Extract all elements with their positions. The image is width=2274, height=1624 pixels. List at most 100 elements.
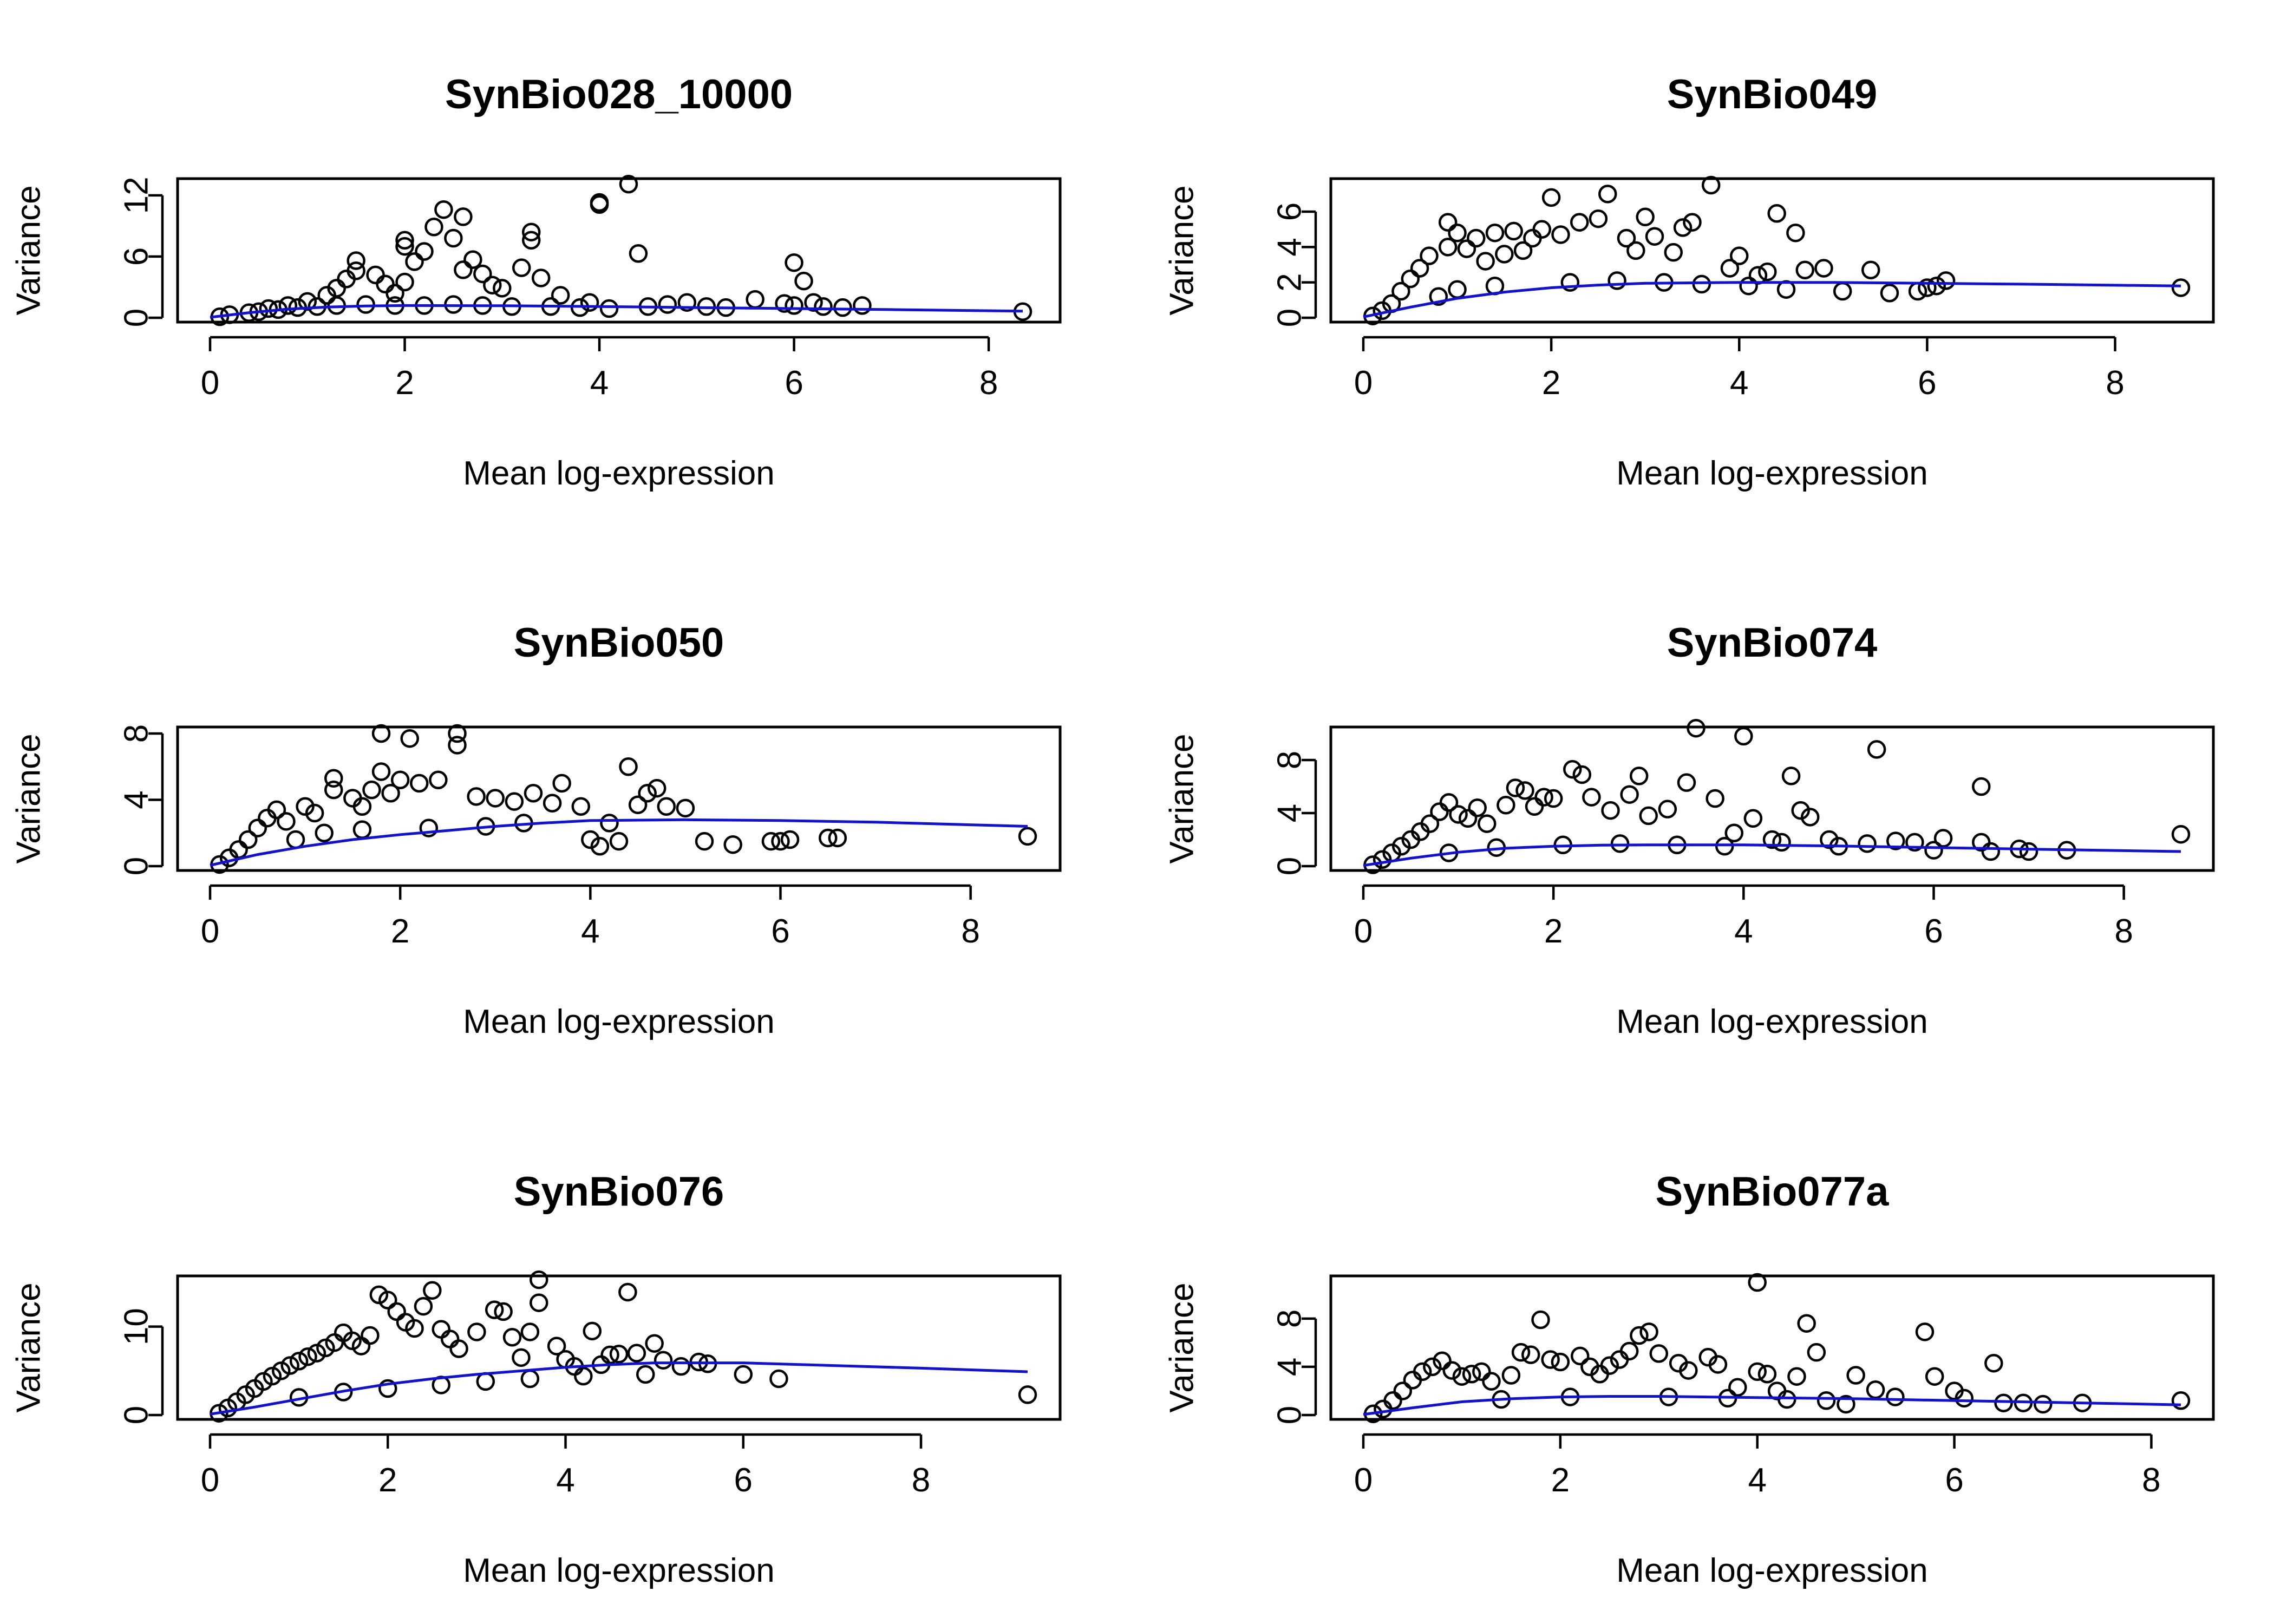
y-tick-label: 0 [1271,857,1309,875]
data-point [415,242,434,261]
data-point [520,1322,540,1341]
data-point [629,244,648,263]
data-point [347,251,365,270]
data-point [1781,767,1801,785]
data-point [1449,805,1468,824]
data-point [473,264,492,284]
x-tick-label: 4 [556,1462,574,1499]
data-point [1687,718,1706,738]
data-point [352,820,372,839]
x-tick-label: 8 [979,364,998,402]
data-point [1617,228,1636,248]
y-axis-label: Variance [1164,734,1201,863]
data-point [1439,793,1459,812]
data-point [581,830,600,849]
data-point [395,272,414,292]
data-point [1984,1353,2003,1373]
data-point [1373,850,1392,869]
x-tick-label: 2 [1544,913,1563,950]
data-point [1630,1326,1649,1345]
data-point [1420,814,1440,833]
y-axis-label: Variance [10,185,48,315]
data-point [1476,252,1495,271]
data-point [1504,221,1523,241]
data-point [723,835,742,854]
data-point [628,795,648,814]
chart-panel-4: SynBio076 0 2 4 6 8 Mean log-expression 0 10 Vari… [10,1169,1062,1589]
chart-panel-3: SynBio074 0 2 4 6 8 Mean log-expression 0 4 8 Vari… [1164,620,2215,1040]
y-tick-label: 0 [118,1406,155,1424]
data-point [1626,241,1645,260]
data-point [814,297,833,316]
data-point [1018,1385,1037,1404]
data-point [794,271,813,291]
data-point [296,797,315,816]
data-point [1924,841,1943,860]
data-point [324,780,343,800]
data-point [1767,204,1786,223]
chart-title: SynBio077a [1656,1169,1890,1215]
y-tick-label: 8 [1271,751,1309,769]
y-tick-label: 6 [1271,202,1309,221]
data-point [600,814,619,833]
x-tick-label: 8 [961,913,979,950]
x-tick-label: 2 [1542,364,1560,402]
data-point [1730,246,1749,265]
data-point [440,1330,460,1348]
data-point [2171,278,2191,297]
chart-title: SynBio074 [1667,620,1878,666]
data-point [1748,1273,1767,1292]
data-point [1506,778,1525,797]
chart-title: SynBio050 [514,620,724,666]
data-point [505,792,524,811]
data-point [378,1379,397,1398]
data-point [1582,788,1601,807]
y-axis-label: Variance [1164,185,1201,315]
data-point [378,1291,397,1309]
data-point [1563,759,1582,779]
data-point [1572,765,1592,784]
data-point [645,1334,664,1353]
data-point [1679,1361,1698,1380]
x-tick-label: 8 [2106,364,2124,402]
data-point [1598,185,1617,204]
data-point [1708,1355,1728,1374]
data-point [761,831,781,851]
y-tick-label: 4 [1271,1358,1309,1376]
data-point [521,231,541,250]
trend-line [1363,281,2181,318]
x-tick-label: 0 [1354,1462,1373,1499]
trend-line [1363,843,2181,867]
data-point [785,253,803,272]
data-point [590,193,609,212]
data-point [1772,833,1791,852]
data-point [618,1282,637,1302]
x-tick-label: 8 [2142,1462,2160,1499]
x-tick-label: 4 [581,913,599,950]
chart-panel-5: SynBio077a 0 2 4 6 8 Mean log-expression 0 4 8 Var… [1164,1169,2215,1589]
data-point [1677,773,1696,792]
x-axis-label: Mean log-expression [1616,455,1928,492]
data-point [780,830,800,849]
data-point [1534,788,1553,807]
data-point [1972,777,1991,796]
data-point [387,1302,406,1321]
data-point [1636,207,1655,227]
data-point [1748,1362,1767,1381]
data-point [583,1321,602,1341]
data-point [1807,1343,1826,1362]
data-point [410,774,429,793]
data-point [1936,271,1956,290]
data-point [1570,1346,1590,1366]
data-point [1551,1352,1570,1372]
data-point [1861,260,1880,280]
data-point [1438,238,1458,257]
data-point [1515,781,1534,800]
data-point [1433,1351,1452,1371]
data-point [1532,220,1552,239]
data-point [1778,1390,1796,1409]
data-point [627,1344,646,1363]
data-point [676,798,695,818]
data-point [769,1369,788,1389]
